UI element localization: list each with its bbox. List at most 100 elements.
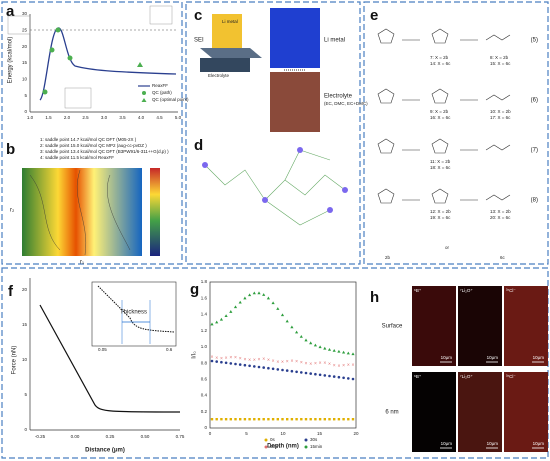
x-tick-label: 1.5 (45, 115, 52, 120)
compound-label: 7: X = 2b (430, 55, 449, 60)
marker: × (215, 355, 218, 361)
channel-label: ³⁷Cl⁻ (506, 288, 516, 293)
marker: × (337, 363, 340, 369)
marker: × (342, 363, 345, 369)
channel-label: ³⁷Cl⁻ (506, 374, 516, 379)
compound-label: 8: X = 2b (490, 55, 509, 60)
y-label: Force (nN) (12, 346, 18, 375)
marker (280, 313, 285, 317)
marker: × (211, 354, 214, 360)
marker (253, 365, 256, 368)
marker (309, 341, 313, 345)
map-image (458, 372, 502, 452)
row-label: Surface (382, 324, 403, 330)
marker (224, 418, 228, 421)
legend-swatch (304, 438, 308, 442)
marker (248, 364, 251, 368)
marker (215, 418, 218, 421)
marker (238, 300, 242, 304)
y-tick-label: 1.6 (201, 295, 208, 300)
panel-label: c (194, 7, 202, 24)
marker: × (333, 363, 336, 369)
compound-label: 14: X = 6c (430, 61, 451, 66)
marker (229, 310, 233, 313)
panel-h: Surface ⁶B⁺ 10μm ⁷Li₂O⁺ 10μm ³⁷Cl⁻ 10μm 6 nm ⁶B⁺… (382, 286, 548, 452)
panel-label: e (370, 7, 378, 24)
panel-label: h (370, 289, 379, 306)
marker (220, 418, 223, 421)
marker (234, 418, 237, 421)
map-image (504, 286, 548, 366)
panel-c (200, 8, 320, 132)
marker (281, 368, 284, 372)
tick-label: 0.05 (98, 347, 107, 352)
note: 3: saddle point 13.4 kcal/mol QC DFT (B3… (40, 149, 169, 154)
marker (233, 305, 238, 309)
molecule (431, 188, 449, 204)
marker (337, 418, 341, 421)
marker: × (243, 357, 246, 363)
y-label: Energy (kcal/mol) (8, 37, 14, 84)
x-tick-label: 0.00 (71, 434, 80, 439)
text: Li metal (222, 19, 238, 24)
marker (347, 418, 350, 421)
marker: × (314, 361, 317, 367)
panel-d (202, 147, 348, 226)
marker: × (239, 356, 242, 362)
y-tick-label: 25 (22, 28, 28, 33)
marker (267, 366, 270, 370)
channel-label: ⁶B⁺ (414, 288, 422, 293)
panel-f: Force (nN) Distance (μm) Thickness 0.05 … (12, 278, 185, 454)
marker (300, 418, 303, 421)
y-tick-label: 5 (24, 93, 27, 98)
legend-label: 30s (310, 437, 318, 442)
marker (342, 350, 346, 354)
marker (267, 418, 270, 421)
marker (262, 293, 266, 296)
x-tick-label: 0 (209, 431, 212, 436)
y-label: I/I₀ (192, 351, 198, 359)
frame (185, 1, 361, 265)
x-tick-label: 3.0 (101, 115, 108, 120)
marker (238, 363, 242, 366)
compound-label: 2b (385, 255, 391, 260)
scale-label: 10μm (533, 441, 545, 446)
marker (333, 418, 336, 421)
scale-label: 10μm (441, 355, 453, 360)
marker: × (262, 357, 265, 363)
legend-label: QC (path) (152, 90, 172, 95)
marker (266, 296, 270, 300)
x-tick-label: 0.75 (176, 434, 185, 439)
frame (1, 1, 183, 265)
y-tick-label: 0 (24, 109, 27, 114)
marker (286, 418, 289, 421)
marker (276, 368, 280, 371)
legend-label: 3min (270, 444, 280, 449)
marker (328, 374, 331, 378)
marker (328, 418, 331, 421)
marker (210, 418, 214, 421)
note: 2: saddle point 15.0 kcal/mol QC MP2 (au… (40, 143, 147, 148)
marker (224, 361, 228, 365)
marker: × (290, 358, 293, 364)
map-image (412, 372, 456, 452)
marker: × (229, 355, 232, 361)
legend-label: ReaxFF (152, 83, 168, 88)
x-tick-label: 0.25 (106, 434, 115, 439)
molecule (485, 34, 511, 41)
marker (257, 291, 261, 295)
marker (318, 373, 322, 377)
panel-label: a (6, 3, 15, 20)
marker (351, 352, 355, 356)
x-tick-label: -0.25 (35, 434, 46, 439)
panel-g: I/I₀ Depth (nm) 0 0.2 0.4 0.6 0.8 1.0 1.2 1.4 1.… (192, 279, 359, 449)
x-tick-label: 5 (245, 431, 248, 436)
x-label: Distance (μm) (85, 448, 125, 454)
marker (347, 377, 350, 380)
panel-b: r₂ r₁ (10, 168, 160, 266)
legend-label: 0s (270, 437, 276, 442)
x-tick-label: 3.5 (119, 115, 126, 120)
x-label: r₁ (80, 260, 84, 266)
